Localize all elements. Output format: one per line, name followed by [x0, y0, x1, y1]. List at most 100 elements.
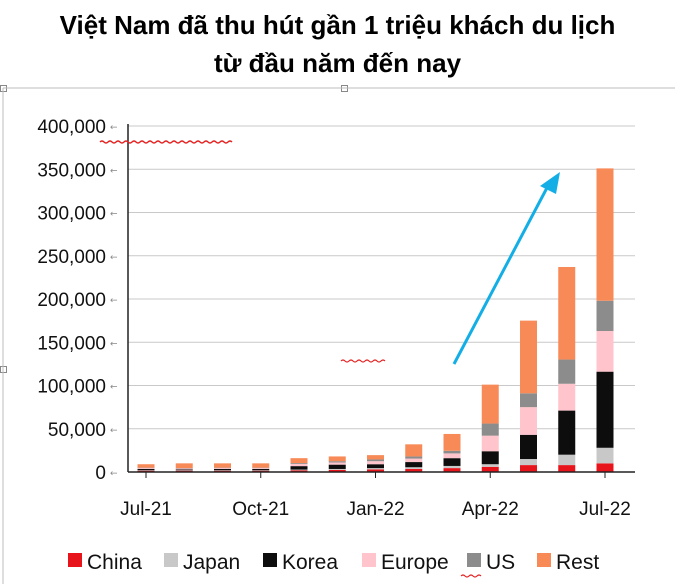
legend-label-europe: Europe: [381, 551, 449, 574]
y-tick-marker: ←: [110, 339, 118, 349]
x-tick-label: Jul-22: [579, 499, 631, 520]
bar-segment-europe: [558, 383, 576, 411]
chart-title-line-1: Việt Nam đã thu hút gần 1 triệu khách du…: [59, 10, 616, 40]
bar-segment-us: [520, 393, 537, 408]
bar-segment-japan: [558, 454, 576, 466]
legend-label-us: US: [486, 551, 515, 574]
bar-segment-rest: [328, 456, 346, 462]
bar-segment-china: [558, 465, 576, 472]
bar-segment-europe: [443, 453, 461, 459]
bar-segment-europe: [252, 468, 270, 469]
bar-segment-korea: [214, 468, 231, 471]
bar-segment-china: [328, 469, 346, 472]
bar-segment-us: [328, 461, 346, 463]
legend-swatch-rest: [537, 553, 551, 567]
bar-segment-korea: [137, 468, 155, 471]
x-tick-label: Jan-22: [346, 499, 404, 520]
bar-segment-japan: [443, 465, 461, 469]
bar-segment-us: [481, 423, 499, 436]
bar-segment-us: [367, 459, 384, 462]
trend-arrow: [452, 172, 560, 365]
bar-segment-china: [520, 465, 537, 472]
bar-segment-europe: [596, 331, 614, 372]
bar-segment-rest: [137, 464, 155, 468]
bar-segment-rest: [443, 433, 461, 451]
bar-segment-korea: [558, 410, 576, 455]
bar-segment-us: [443, 450, 461, 454]
chart-title: Việt Nam đã thu hút gần 1 triệu khách du…: [0, 6, 675, 82]
bar-segment-europe: [137, 468, 155, 469]
y-tick-label: 150,000: [37, 333, 106, 354]
bar-segment-korea: [443, 458, 461, 466]
bar-segment-korea: [175, 469, 193, 471]
bar-segment-rest: [175, 463, 193, 469]
y-tick-marker: ←: [110, 123, 118, 133]
y-tick-label: 0: [95, 463, 106, 484]
y-tick-marker: ←: [110, 469, 118, 479]
bar-segment-korea: [520, 434, 537, 460]
x-tick-label: Apr-22: [462, 499, 519, 520]
bar-segment-japan: [367, 468, 384, 470]
bar-segment-us: [558, 359, 576, 384]
bar-segment-japan: [596, 447, 614, 464]
y-tick-marker: ←: [110, 166, 118, 176]
spell-check-squiggle: [340, 359, 386, 363]
y-tick-label: 50,000: [48, 420, 106, 441]
bar-segment-china: [367, 469, 384, 472]
y-tick-label: 400,000: [37, 117, 106, 138]
bar-segment-europe: [328, 462, 346, 465]
legend-label-korea: Korea: [282, 551, 338, 574]
bar-segment-rest: [481, 384, 499, 424]
bar-segment-europe: [367, 461, 384, 465]
spell-check-squiggle: [99, 140, 233, 144]
bar-segment-japan: [328, 468, 346, 470]
bar-segment-rest: [214, 463, 231, 468]
y-tick-marker: ←: [110, 383, 118, 393]
y-tick-marker: ←: [110, 210, 118, 220]
spell-check-squiggle: [460, 574, 482, 578]
legend-swatch-us: [467, 553, 481, 567]
bar-segment-korea: [405, 462, 423, 468]
legend-swatch-japan: [164, 553, 178, 567]
bar-segment-rest: [252, 463, 270, 468]
y-tick-label: 100,000: [37, 377, 106, 398]
legend-label-japan: Japan: [183, 551, 240, 574]
bar-segment-korea: [328, 464, 346, 469]
bar-segment-japan: [290, 469, 308, 471]
y-tick-label: 200,000: [37, 290, 106, 311]
bar-segment-china: [405, 468, 423, 472]
bar-segment-europe: [481, 435, 499, 452]
bar-segment-china: [290, 470, 308, 472]
chart-title-line-2: từ đầu năm đến nay: [213, 48, 462, 78]
bar-segment-china: [481, 466, 499, 472]
legend-swatch-europe: [362, 553, 376, 567]
bar-segment-us: [405, 456, 423, 459]
bar-segment-rest: [367, 455, 384, 460]
bar-segment-europe: [175, 468, 193, 470]
bar-segment-rest: [558, 266, 576, 360]
bar-segment-korea: [596, 371, 614, 448]
legend-label-rest: Rest: [556, 551, 599, 574]
bar-segment-rest: [405, 444, 423, 457]
bar-segment-rest: [596, 168, 614, 301]
legend-swatch-china: [68, 553, 82, 567]
bar-segment-us: [596, 300, 614, 332]
x-tick-label: Oct-21: [232, 499, 289, 520]
bar-segment-korea: [367, 464, 384, 469]
bar-segment-rest: [520, 320, 537, 394]
x-tick-label: Jul-21: [120, 499, 172, 520]
y-tick-label: 350,000: [37, 160, 106, 181]
bar-segment-japan: [520, 459, 537, 466]
bar-segment-china: [443, 468, 461, 472]
y-tick-label: 250,000: [37, 247, 106, 268]
bar-segment-europe: [405, 458, 423, 463]
bar-segment-japan: [481, 464, 499, 467]
legend-label-china: China: [87, 551, 142, 574]
bar-segment-europe: [520, 407, 537, 435]
bar-segment-china: [596, 463, 614, 472]
bar-segment-japan: [405, 467, 423, 469]
y-tick-label: 300,000: [37, 204, 106, 225]
bar-segment-korea: [290, 466, 308, 470]
bar-segment-rest: [290, 458, 308, 464]
